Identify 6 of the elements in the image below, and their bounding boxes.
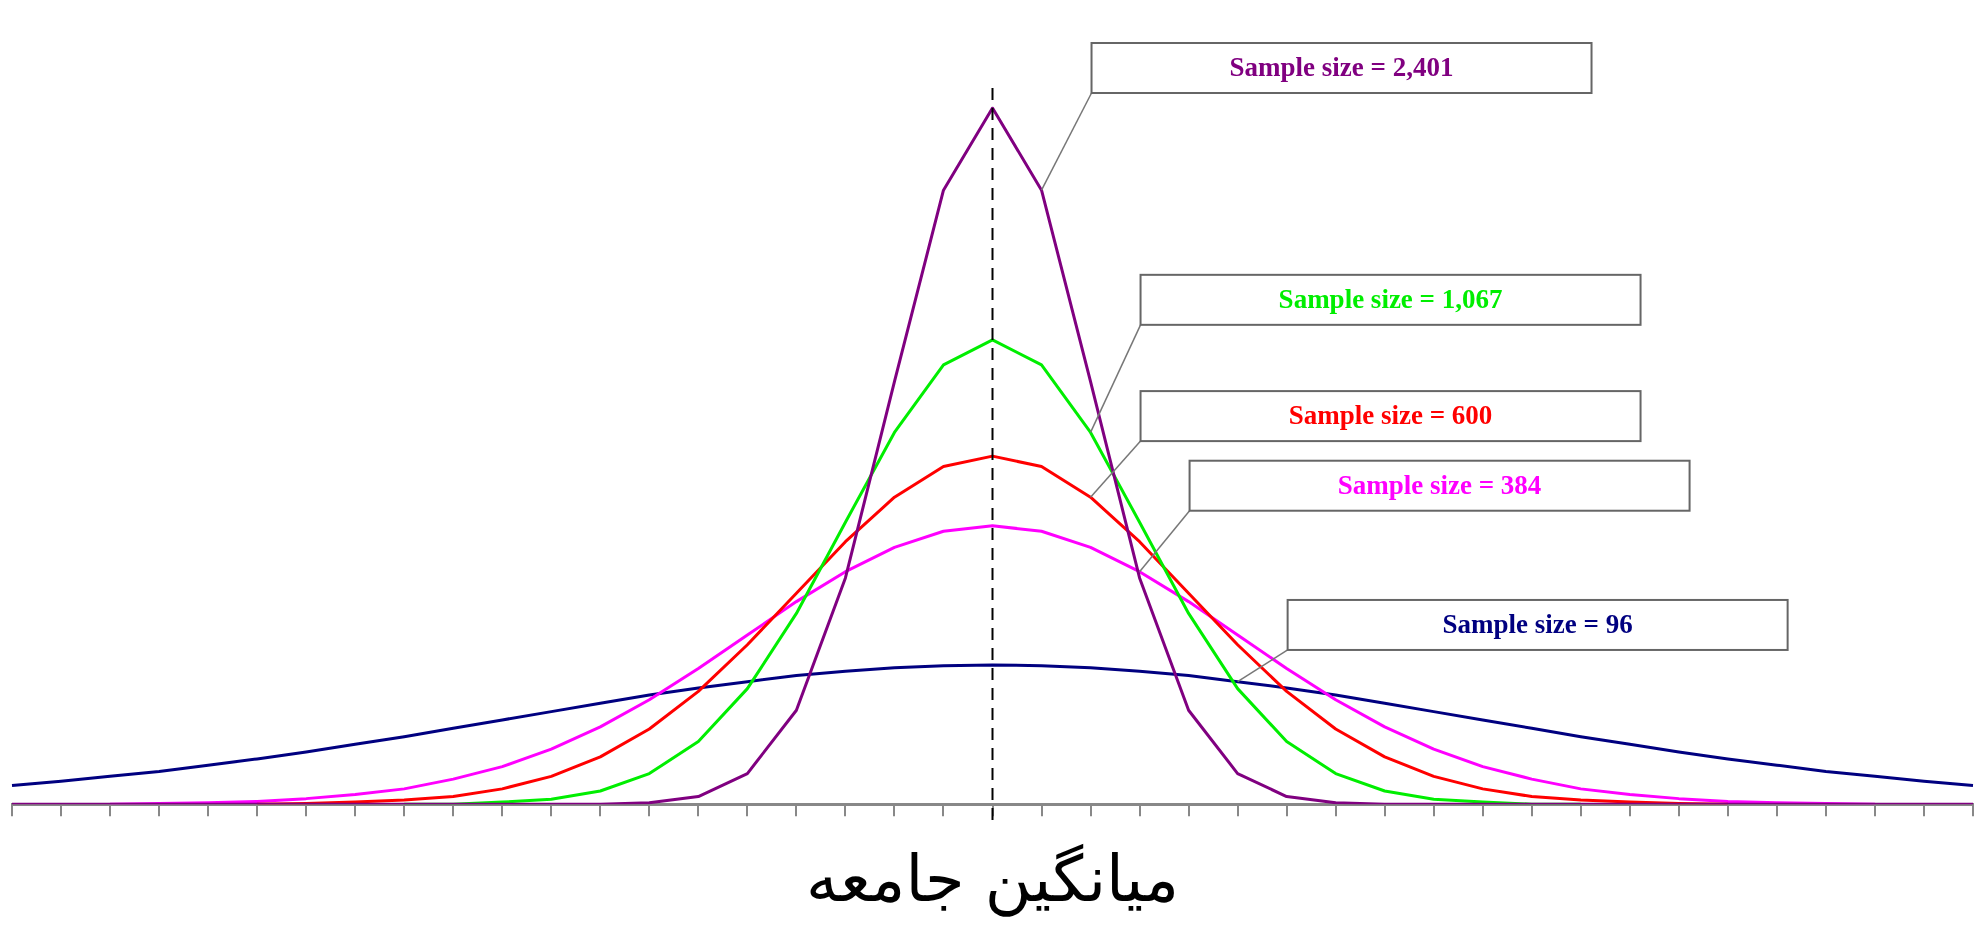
text: Sample size = 2,401 bbox=[1229, 52, 1454, 82]
text: Sample size = 1,067 bbox=[1278, 283, 1503, 314]
x-axis-title: میانگین جامعه bbox=[805, 842, 1180, 918]
text: Sample size = 96 bbox=[1442, 608, 1633, 639]
text: Sample size = 384 bbox=[1337, 469, 1542, 500]
text: Sample size = 600 bbox=[1288, 400, 1493, 431]
